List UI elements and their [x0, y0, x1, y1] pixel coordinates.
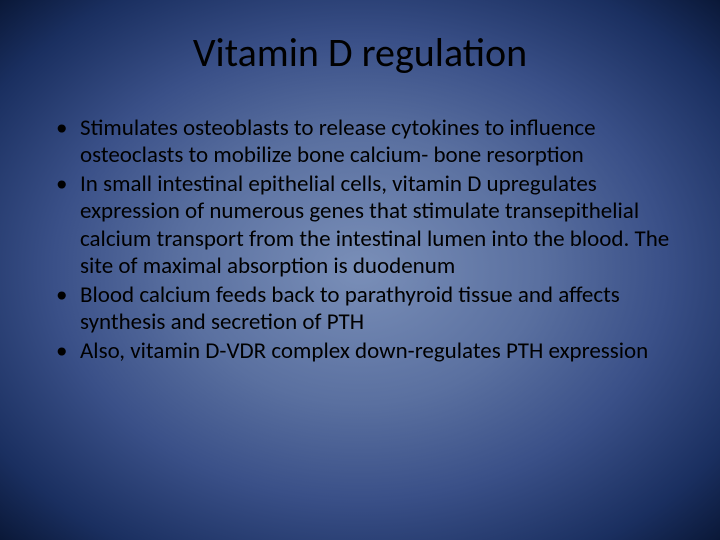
bullet-item: Blood calcium feeds back to parathyroid … [56, 282, 680, 336]
slide: Vitamin D regulation Stimulates osteobla… [0, 0, 720, 540]
bullet-item: Also, vitamin D-VDR complex down-regulat… [56, 338, 680, 365]
bullet-list: Stimulates osteoblasts to release cytoki… [56, 115, 680, 365]
bullet-item: Stimulates osteoblasts to release cytoki… [56, 115, 680, 169]
slide-title: Vitamin D regulation [40, 28, 680, 77]
bullet-item: In small intestinal epithelial cells, vi… [56, 171, 680, 280]
slide-content: Stimulates osteoblasts to release cytoki… [40, 115, 680, 365]
